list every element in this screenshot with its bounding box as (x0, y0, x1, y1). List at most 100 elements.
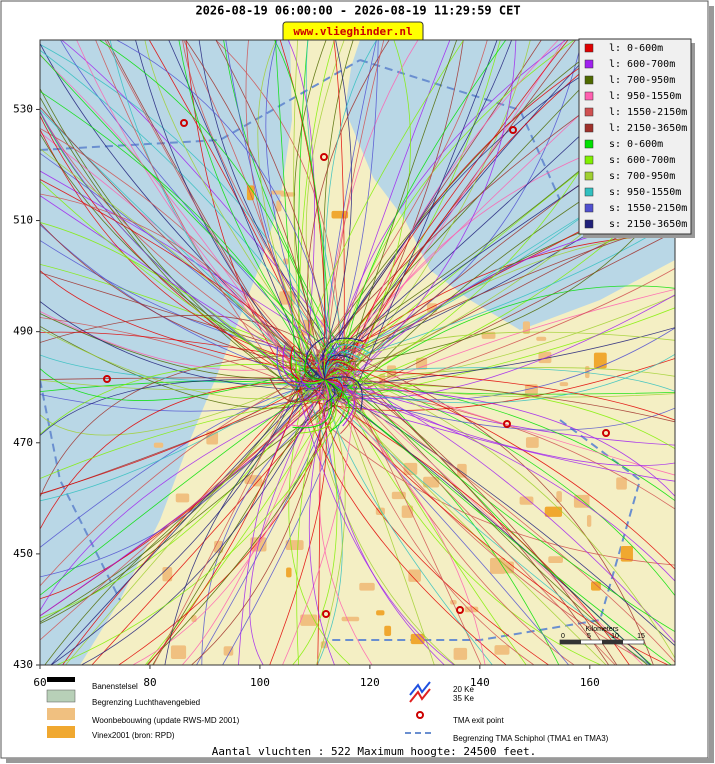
urban-area (536, 336, 547, 341)
urban-area (341, 616, 360, 622)
legend-20ke: 20 Ke (453, 685, 474, 694)
legend-swatch (584, 155, 594, 165)
flight-track (311, 367, 675, 398)
flight-track (40, 367, 309, 401)
legend-label: l: 0-600m (609, 43, 663, 54)
urban-area (616, 477, 627, 490)
flight-track (331, 365, 675, 596)
flight-track (164, 391, 314, 665)
urban-area (359, 582, 375, 591)
scale-label: 15 (637, 633, 645, 640)
flight-track (350, 379, 618, 665)
flight-track (40, 270, 345, 379)
flight-track (40, 181, 309, 370)
title: 2026-08-19 06:00:00 - 2026-08-19 11:29:5… (195, 4, 520, 18)
flight-track (40, 222, 324, 371)
ke35-icon (409, 688, 431, 703)
site-link[interactable]: www.vlieghinder.nl (293, 25, 412, 38)
flight-track (301, 382, 343, 665)
x-tick-label: 140 (470, 676, 490, 689)
flight-track (40, 97, 310, 398)
urban-area (524, 384, 538, 396)
flight-track (287, 40, 315, 375)
urban-area (494, 645, 510, 655)
legend-label: l: 2150-3650m (609, 123, 687, 134)
flight-track-loop (322, 337, 364, 381)
flight-track (293, 40, 313, 399)
flight-track (40, 364, 319, 435)
flight-track (353, 353, 675, 404)
flight-track (191, 369, 334, 665)
flight-track (342, 40, 623, 387)
urban-area (376, 610, 385, 616)
tma-exit-point (180, 119, 188, 127)
y-tick-label: 510 (13, 214, 33, 227)
scale-bar-segment (560, 640, 581, 644)
flight-track (327, 399, 630, 665)
legend-label: s: 2150-3650m (609, 219, 687, 230)
urban-area (544, 506, 563, 517)
flight-track (331, 398, 675, 482)
legend-35ke: 35 Ke (453, 694, 474, 703)
flight-track (344, 387, 675, 497)
flight-track (333, 372, 602, 665)
flight-track (348, 307, 675, 401)
flight-track (323, 40, 385, 395)
urban-area (283, 258, 289, 265)
urban-area (401, 505, 414, 518)
urban-area (586, 514, 592, 527)
flight-track (40, 111, 306, 365)
flight-track-loop (300, 379, 337, 434)
flight-track (321, 385, 675, 395)
tma-boundary (40, 379, 121, 601)
flight-track (348, 294, 675, 399)
flight-track (109, 40, 303, 368)
scale-label: 10 (611, 633, 619, 640)
flight-track-loop (286, 379, 330, 427)
urban-area (403, 462, 418, 475)
flight-track (349, 295, 675, 387)
flight-track (345, 40, 458, 369)
flight-track (316, 360, 675, 659)
flight-track (323, 40, 419, 371)
flight-track (288, 377, 351, 665)
flight-track (183, 40, 313, 387)
map-legend: Banenstelsel Begrenzing Luchthavengebied… (46, 677, 609, 743)
y-tick-label: 450 (13, 547, 33, 560)
flight-track (352, 367, 675, 392)
flight-track (99, 40, 334, 376)
legend-swatch (584, 43, 594, 53)
flight-track (238, 392, 310, 665)
tma-exit-point (456, 606, 464, 614)
flight-track (40, 222, 313, 399)
scale-label: 5 (587, 633, 591, 640)
legend-box (578, 38, 692, 235)
legend-tma-exit: TMA exit point (453, 716, 504, 725)
urban-area (280, 192, 296, 197)
flight-track (40, 395, 353, 479)
scale-title: Kilometers (585, 626, 619, 633)
flight-track (65, 367, 331, 665)
flight-track (40, 379, 350, 436)
vinex-icon (47, 726, 75, 738)
urban-area (285, 540, 304, 551)
tma-exit-points (103, 119, 610, 618)
flight-track (315, 356, 675, 633)
tma-exit-icon (416, 711, 424, 719)
flight-track (335, 388, 435, 665)
flight-track (40, 106, 316, 364)
flight-track (339, 392, 672, 665)
urban-area (175, 493, 190, 503)
legend-boundary: Begrenzing Luchthavengebied (92, 698, 200, 707)
legend-label: l: 1550-2150m (609, 107, 687, 118)
flight-track (353, 40, 498, 394)
legend-swatch (584, 59, 594, 69)
flight-track (336, 361, 675, 570)
scale-label: 0 (561, 633, 565, 640)
flight-track (299, 358, 675, 411)
flight-track (198, 40, 346, 364)
scale-labels: 0 5 10 15 (561, 633, 645, 640)
flight-track (40, 331, 317, 362)
flight-track-loop (324, 376, 363, 411)
legend-swatch (584, 139, 594, 149)
